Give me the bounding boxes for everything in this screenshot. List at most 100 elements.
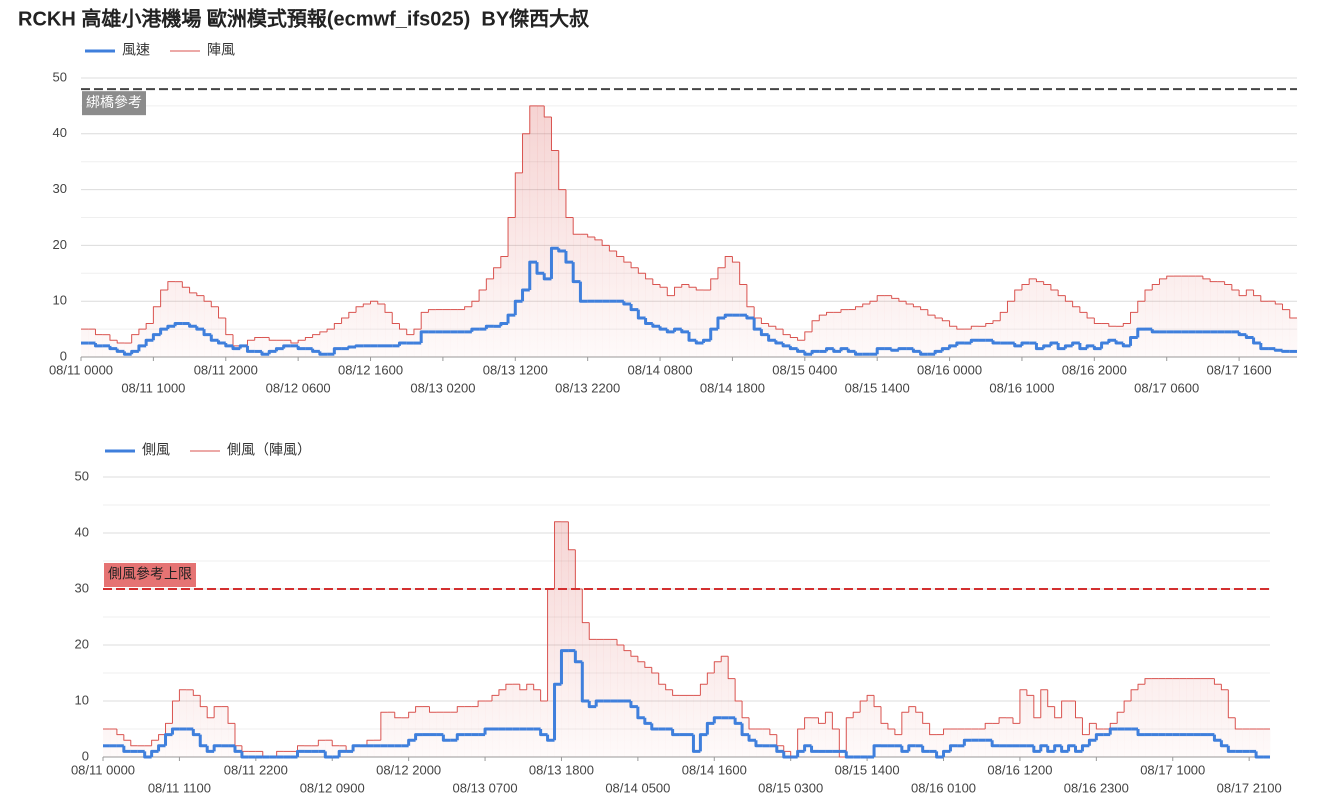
step [880, 706, 888, 724]
step [1259, 343, 1269, 351]
step [901, 711, 909, 735]
area-step [573, 234, 581, 357]
step [546, 734, 555, 742]
step [542, 273, 552, 281]
step [1043, 281, 1051, 285]
area-step [1253, 295, 1262, 357]
step [811, 320, 820, 332]
step [733, 717, 743, 725]
area-step [360, 745, 368, 757]
area-step [175, 281, 183, 357]
step [498, 689, 506, 696]
area-step [255, 751, 264, 757]
area-step [319, 331, 328, 357]
step [1166, 275, 1174, 279]
area-step [681, 284, 690, 357]
step [999, 311, 1008, 321]
step [1219, 740, 1229, 748]
step [304, 336, 313, 341]
area-step [1000, 312, 1008, 357]
step [1227, 689, 1236, 719]
area-step [204, 301, 212, 357]
step [188, 323, 197, 328]
step [559, 649, 569, 685]
step [1088, 722, 1097, 735]
area-step [587, 237, 596, 357]
area-step [1094, 323, 1102, 357]
step [804, 717, 812, 729]
step [1274, 301, 1283, 305]
step [810, 349, 820, 355]
area-step [408, 712, 416, 757]
area-step [652, 284, 661, 357]
area-step [151, 740, 159, 757]
plot: 0 10 20 30 40 50 08/11 0000 08/11 1100 08/11 220… [71, 442, 1282, 796]
area-step [327, 329, 335, 357]
area-step [761, 323, 769, 357]
x-tick-label: 08/14 1600 [682, 762, 747, 777]
area-step [898, 301, 907, 357]
area-step [325, 740, 333, 757]
step [296, 749, 305, 757]
area-step [922, 723, 930, 757]
area-step [1228, 717, 1236, 757]
step [1212, 734, 1222, 742]
area-step [735, 701, 743, 757]
step [1245, 289, 1254, 296]
step [203, 295, 212, 302]
step [1061, 700, 1069, 718]
step [630, 650, 638, 657]
area-step [1014, 290, 1023, 357]
step [723, 313, 733, 318]
step [587, 701, 597, 709]
step [907, 744, 916, 752]
area-step [1166, 276, 1175, 357]
step [717, 267, 726, 279]
area-step [1173, 276, 1182, 357]
step [948, 744, 958, 752]
step [123, 734, 131, 741]
step [581, 589, 590, 624]
step [580, 661, 590, 703]
step [752, 317, 762, 331]
series-line [81, 105, 1297, 347]
step [137, 344, 147, 352]
y-tick-label: 50 [75, 468, 89, 483]
step [241, 745, 249, 752]
area-step [1268, 301, 1276, 357]
area-step [826, 312, 835, 357]
step [688, 284, 697, 288]
area-step [964, 729, 972, 757]
step [1130, 689, 1139, 701]
step [1252, 337, 1261, 345]
step [998, 717, 1007, 724]
x-tick-label: 08/15 1400 [835, 762, 900, 777]
area-step [508, 217, 516, 357]
series-line [81, 246, 1297, 356]
area-step [346, 751, 354, 757]
step [698, 733, 708, 752]
area-step [833, 312, 842, 357]
step [150, 749, 159, 757]
step [803, 744, 812, 752]
step [710, 278, 718, 291]
step [191, 729, 201, 737]
area-step [356, 306, 364, 357]
area-step [247, 340, 256, 357]
legend-label: 陣風 [207, 42, 235, 58]
area-step [848, 309, 856, 357]
step [540, 689, 548, 702]
area-step [533, 689, 541, 757]
area-step [500, 256, 509, 357]
area-step [935, 317, 943, 357]
area-step [891, 298, 900, 357]
step [1039, 744, 1048, 752]
step [956, 326, 965, 330]
area-step [623, 262, 632, 357]
area-step [392, 323, 400, 357]
step [658, 673, 666, 685]
step [810, 745, 819, 753]
x-tick-label: 08/15 0400 [772, 362, 837, 377]
step [935, 751, 944, 759]
step [245, 345, 255, 353]
